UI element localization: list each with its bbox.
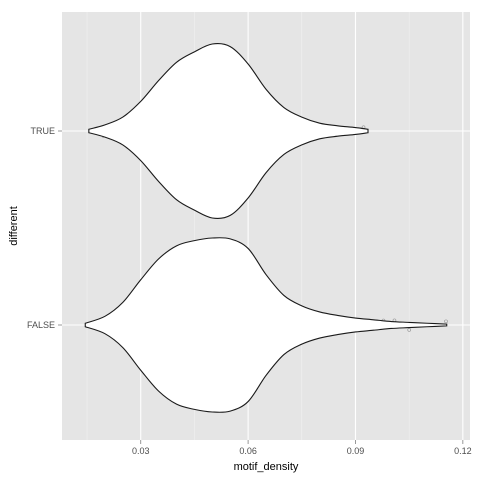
- violins: [84, 43, 448, 413]
- x-tick-label: 0.03: [132, 446, 150, 456]
- data-point: [444, 319, 448, 324]
- violin-true: [88, 43, 369, 219]
- x-axis-title: motif_density: [234, 461, 299, 473]
- y-tick-label: FALSE: [27, 320, 55, 330]
- y-axis-ticks: TRUE FALSE: [27, 126, 62, 330]
- x-axis-ticks: 0.03 0.06 0.09 0.12: [132, 440, 472, 456]
- y-tick-label: TRUE: [31, 126, 56, 136]
- violin-false: [84, 237, 448, 413]
- y-axis-title: different: [8, 206, 20, 246]
- data-point: [407, 328, 411, 332]
- x-tick-label: 0.12: [454, 446, 472, 456]
- x-tick-label: 0.09: [347, 446, 365, 456]
- x-tick-label: 0.06: [239, 446, 257, 456]
